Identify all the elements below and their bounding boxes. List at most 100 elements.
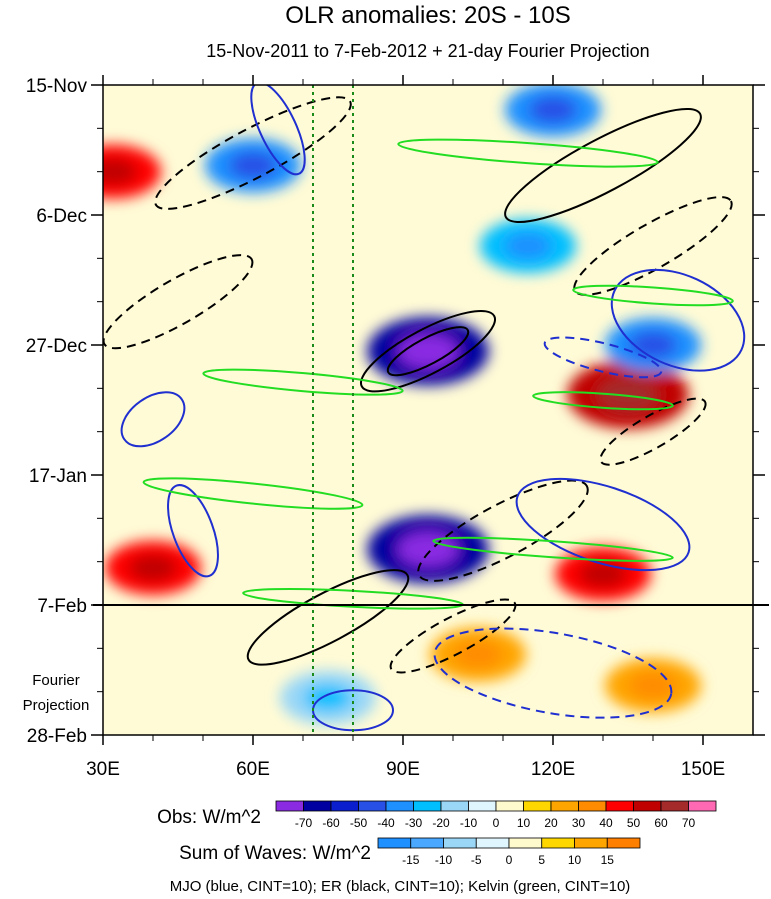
- wave-contour: [167, 484, 219, 578]
- colorbar-level: 0: [493, 816, 500, 830]
- colorbar-level: 60: [654, 816, 668, 830]
- y-tick-label: 7-Feb: [37, 596, 87, 617]
- colorbar-swatch: [377, 837, 412, 849]
- wave-contour: [515, 477, 691, 572]
- field-blob-core: [454, 641, 502, 669]
- colorbar-swatch: [385, 800, 414, 812]
- forecast-label-line1: Fourier: [32, 672, 80, 689]
- colorbar-level: -70: [295, 816, 313, 830]
- colorbar-swatch: [410, 837, 444, 849]
- obs-colorbar-label: Obs: W/m^2: [157, 807, 261, 828]
- field-blob-core: [129, 554, 177, 582]
- wave-contour: [433, 627, 673, 719]
- colorbar-swatch: [508, 837, 543, 849]
- forecast-label-line2: Projection: [23, 697, 90, 714]
- wave-contours: [103, 85, 746, 732]
- colorbar-swatch: [688, 800, 717, 812]
- wave-contour: [389, 598, 517, 674]
- colorbar-level: 10: [517, 816, 531, 830]
- contour-legend: MJO (blue, CINT=10); ER (black, CINT=10)…: [170, 878, 631, 895]
- wave-contour: [543, 336, 663, 379]
- y-tick-label: 6-Dec: [36, 206, 87, 227]
- colorbar-swatch: [605, 800, 634, 812]
- y-tick-label: 28-Feb: [27, 726, 87, 747]
- y-tick-label: 17-Jan: [29, 466, 87, 487]
- colorbar-swatch: [541, 837, 575, 849]
- colorbar-level: -50: [350, 816, 368, 830]
- wave-contour: [142, 477, 364, 510]
- wave-contour: [432, 536, 674, 562]
- colorbar-swatch: [633, 800, 662, 812]
- colorbar-level: -20: [432, 816, 450, 830]
- colorbar-level: -10: [460, 816, 478, 830]
- colorbar-swatch: [578, 800, 607, 812]
- field-blob-core: [629, 331, 677, 359]
- x-tick-label: 150E: [681, 759, 725, 780]
- chart-title: OLR anomalies: 20S - 10S: [285, 2, 570, 29]
- field-blob-core: [597, 377, 659, 412]
- obs-colorbar: -70 -60 -50 -40 -30 -20 -10 0 10 20 30 40 50 60 70: [275, 800, 717, 830]
- field-blob-core: [397, 334, 459, 369]
- wave-contour: [120, 391, 186, 448]
- colorbar-swatch: [443, 837, 477, 849]
- y-tick-label: 27-Dec: [26, 336, 87, 357]
- x-axis: 30E 60E 90E 120E 150E: [86, 75, 725, 780]
- colorbar-level: -10: [435, 853, 453, 867]
- wave-contour: [250, 85, 306, 176]
- colorbar-swatch: [606, 837, 641, 849]
- wave-contour: [386, 326, 470, 377]
- colorbar-level: -40: [377, 816, 395, 830]
- colorbar-level: -60: [322, 816, 340, 830]
- plot-area: [103, 85, 753, 735]
- wave-contour: [599, 397, 707, 466]
- wave-contour: [417, 479, 589, 582]
- wave-contour: [504, 107, 702, 223]
- x-tick-label: 120E: [531, 759, 575, 780]
- colorbar-level: 10: [568, 853, 582, 867]
- field-blob-core: [504, 232, 552, 260]
- wave-contour: [397, 138, 659, 168]
- y-tick-label: 15-Nov: [26, 76, 88, 97]
- colorbar-level: 15: [601, 853, 615, 867]
- x-tick-label: 90E: [386, 759, 420, 780]
- colorbar-level: 40: [599, 816, 613, 830]
- colorbar-level: 20: [544, 816, 558, 830]
- colorbar-level: -5: [471, 853, 482, 867]
- chart-subtitle: 15-Nov-2011 to 7-Feb-2012 + 21-day Fouri…: [206, 41, 649, 61]
- colorbar-swatch: [495, 800, 524, 812]
- wave-contour: [103, 254, 254, 350]
- field-blob-core: [397, 532, 459, 567]
- x-tick-label: 30E: [86, 759, 120, 780]
- colorbar-swatch: [413, 800, 442, 812]
- colorbar-swatch: [440, 800, 469, 812]
- field-blob-core: [529, 96, 577, 124]
- waves-colorbar-label: Sum of Waves: W/m^2: [179, 843, 371, 864]
- reference-lines: [312, 85, 354, 735]
- colorbar-level: 5: [538, 853, 545, 867]
- colorbar-swatch: [303, 800, 332, 812]
- wave-contour: [154, 96, 352, 210]
- wave-contour: [246, 569, 410, 666]
- colorbar-swatch: [660, 800, 689, 812]
- colorbar-swatch: [574, 837, 608, 849]
- wave-contour: [532, 391, 674, 411]
- waves-colorbar: -15 -10 -5 0 5 10 15: [377, 837, 641, 867]
- plot-frame: [102, 84, 754, 736]
- colorbar-swatch: [275, 800, 304, 812]
- wave-contour: [610, 268, 746, 372]
- colorbar-level: 50: [627, 816, 641, 830]
- wave-contour: [202, 368, 404, 396]
- wave-contour: [359, 309, 497, 393]
- colorbar-swatch: [523, 800, 552, 812]
- colorbar-level: 70: [682, 816, 696, 830]
- x-tick-label: 60E: [236, 759, 270, 780]
- colorbar-swatch: [330, 800, 359, 812]
- wave-contour: [573, 196, 733, 296]
- colorbar-swatch: [550, 800, 579, 812]
- field-blob-core: [229, 151, 277, 179]
- colorbar-level: 0: [506, 853, 513, 867]
- colorbar-swatch: [475, 837, 510, 849]
- wave-contour: [572, 284, 734, 307]
- colorbar-level: -15: [402, 853, 420, 867]
